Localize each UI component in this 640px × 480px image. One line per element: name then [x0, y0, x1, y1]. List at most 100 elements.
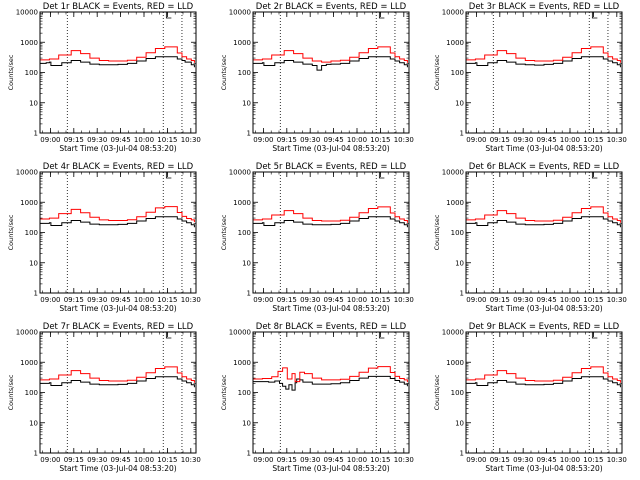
panel-7-xtick-label: 09:15: [64, 456, 84, 464]
panel-8-xtick-label: 10:00: [347, 456, 367, 464]
panel-1-xtick-label: 09:15: [64, 136, 84, 144]
panel-3-ytick-label: 1000: [446, 39, 464, 47]
panel-3-xtick-label: 10:30: [607, 136, 627, 144]
panel-4-xtick-label: 10:30: [181, 296, 201, 304]
panel-6-ytick-label: 10000: [442, 169, 464, 177]
panel-8-xtick-label: 09:45: [324, 456, 344, 464]
detector-panel-9: Det 9r BLACK = Events, RED = LLD 1 10 100 10…: [433, 322, 627, 473]
panel-6-xtick-label: 09:15: [490, 296, 510, 304]
panel-7-xtick-label: 10:30: [181, 456, 201, 464]
panel-4-xtick-label: 09:30: [87, 296, 107, 304]
panel-9-xtick-label: 09:00: [466, 456, 486, 464]
panel-6-ytick-label: 100: [451, 229, 464, 237]
panel-1-frame: [39, 11, 197, 134]
detector-panel-8: Det 8r BLACK = Events, RED = LLD 1 10 100 10…: [220, 322, 414, 473]
panel-2-series-events: [253, 56, 408, 71]
panel-8-series-events: [253, 375, 408, 391]
panel-7-xtick-label: 10:00: [134, 456, 154, 464]
panel-6-xlabel: Start Time (03-Jul-04 08:53:20): [485, 304, 602, 313]
panel-8-xtick-label: 10:15: [370, 456, 390, 464]
panel-8-ytick-label: 1: [247, 450, 251, 458]
panel-7-ytick-label: 10000: [16, 329, 38, 337]
panel-5-ylabel: Counts/sec: [220, 214, 228, 250]
panel-1-xlabel: Start Time (03-Jul-04 08:53:20): [59, 144, 176, 153]
panel-3-xtick-label: 10:15: [583, 136, 603, 144]
panel-9-bracket-marker: [591, 332, 598, 339]
panel-4-series-lld: [40, 206, 195, 223]
panel-5-xtick-label: 09:45: [324, 296, 344, 304]
panel-2-xtick-label: 09:45: [324, 136, 344, 144]
panel-4-frame: [39, 171, 197, 294]
panel-8-bracket-marker: [378, 332, 385, 339]
panel-3-series-lld: [466, 46, 621, 63]
panel-2-ytick-label: 10: [242, 99, 251, 107]
panel-3-xtick-label: 09:15: [490, 136, 510, 144]
panel-6-ylabel: Counts/sec: [433, 214, 441, 250]
panel-7-xtick-label: 09:30: [87, 456, 107, 464]
panel-8-frame: [252, 331, 410, 454]
panel-8-ytick-label: 100: [238, 389, 251, 397]
panel-2-xtick-label: 09:15: [277, 136, 297, 144]
panel-2-ytick-label: 1: [247, 130, 251, 138]
panel-5-xtick-label: 09:15: [277, 296, 297, 304]
panel-1-ytick-label: 1: [34, 130, 38, 138]
panel-2-ytick-label: 10000: [229, 9, 251, 17]
panel-3-ytick-label: 10000: [442, 9, 464, 17]
panel-7-series-lld: [40, 366, 195, 383]
panel-1-xtick-label: 09:30: [87, 136, 107, 144]
panel-9-frame: [465, 331, 623, 454]
panel-1-ylabel: Counts/sec: [7, 54, 15, 90]
panel-8-xlabel: Start Time (03-Jul-04 08:53:20): [272, 464, 389, 473]
panel-4-ytick-label: 10: [29, 259, 38, 267]
panel-4-ytick-label: 1: [34, 290, 38, 298]
panel-8-xtick-label: 09:30: [300, 456, 320, 464]
panel-8-xtick-label: 09:00: [253, 456, 273, 464]
panel-3-xtick-label: 09:30: [513, 136, 533, 144]
panel-5-xtick-label: 09:30: [300, 296, 320, 304]
panel-4-xtick-label: 09:00: [40, 296, 60, 304]
panel-3-xtick-label: 10:00: [560, 136, 580, 144]
panel-9-ytick-label: 1000: [446, 359, 464, 367]
panel-5-ytick-label: 1000: [233, 199, 251, 207]
panel-5-bracket-marker: [378, 172, 385, 179]
panel-4-ytick-label: 10000: [16, 169, 38, 177]
panel-4-xtick-label: 10:00: [134, 296, 154, 304]
detector-panel-2: Det 2r BLACK = Events, RED = LLD 1 10 100 10…: [220, 2, 414, 153]
panel-3-ytick-label: 10: [455, 99, 464, 107]
panel-1-bracket-marker: [165, 12, 172, 19]
panel-9-title: Det 9r BLACK = Events, RED = LLD: [469, 322, 620, 332]
panel-6-xtick-label: 10:30: [607, 296, 627, 304]
panel-1-ytick-label: 10000: [16, 9, 38, 17]
panel-4-xlabel: Start Time (03-Jul-04 08:53:20): [59, 304, 176, 313]
panel-5-title: Det 5r BLACK = Events, RED = LLD: [256, 162, 407, 172]
panel-7-bracket-marker: [165, 332, 172, 339]
panel-1-xtick-label: 10:15: [157, 136, 177, 144]
panel-6-bracket-marker: [591, 172, 598, 179]
panel-7-xtick-label: 09:00: [40, 456, 60, 464]
panel-2-xtick-label: 10:15: [370, 136, 390, 144]
panel-9-xtick-label: 09:15: [490, 456, 510, 464]
panel-9-xtick-label: 10:30: [607, 456, 627, 464]
panel-5-xtick-label: 10:00: [347, 296, 367, 304]
panel-5-ytick-label: 1: [247, 290, 251, 298]
panel-2-frame: [252, 11, 410, 134]
detector-panel-6: Det 6r BLACK = Events, RED = LLD 1 10 100 10…: [433, 162, 627, 313]
panel-4-title: Det 4r BLACK = Events, RED = LLD: [43, 162, 194, 172]
panel-8-title: Det 8r BLACK = Events, RED = LLD: [256, 322, 407, 332]
panel-9-ytick-label: 1: [460, 450, 464, 458]
panel-6-xtick-label: 10:00: [560, 296, 580, 304]
panel-3-xtick-label: 09:00: [466, 136, 486, 144]
panel-1-series-events: [40, 56, 195, 68]
panel-9-series-lld: [466, 366, 621, 383]
panel-7-xlabel: Start Time (03-Jul-04 08:53:20): [59, 464, 176, 473]
panel-9-xtick-label: 10:00: [560, 456, 580, 464]
panel-5-ytick-label: 100: [238, 229, 251, 237]
panel-2-ylabel: Counts/sec: [220, 54, 228, 90]
panel-2-series-lld: [253, 46, 408, 63]
panel-8-xtick-label: 09:15: [277, 456, 297, 464]
panel-6-xtick-label: 09:45: [537, 296, 557, 304]
panel-4-xtick-label: 10:15: [157, 296, 177, 304]
panel-9-ylabel: Counts/sec: [433, 374, 441, 410]
panel-7-series-events: [40, 376, 195, 388]
panel-4-xtick-label: 09:45: [111, 296, 131, 304]
